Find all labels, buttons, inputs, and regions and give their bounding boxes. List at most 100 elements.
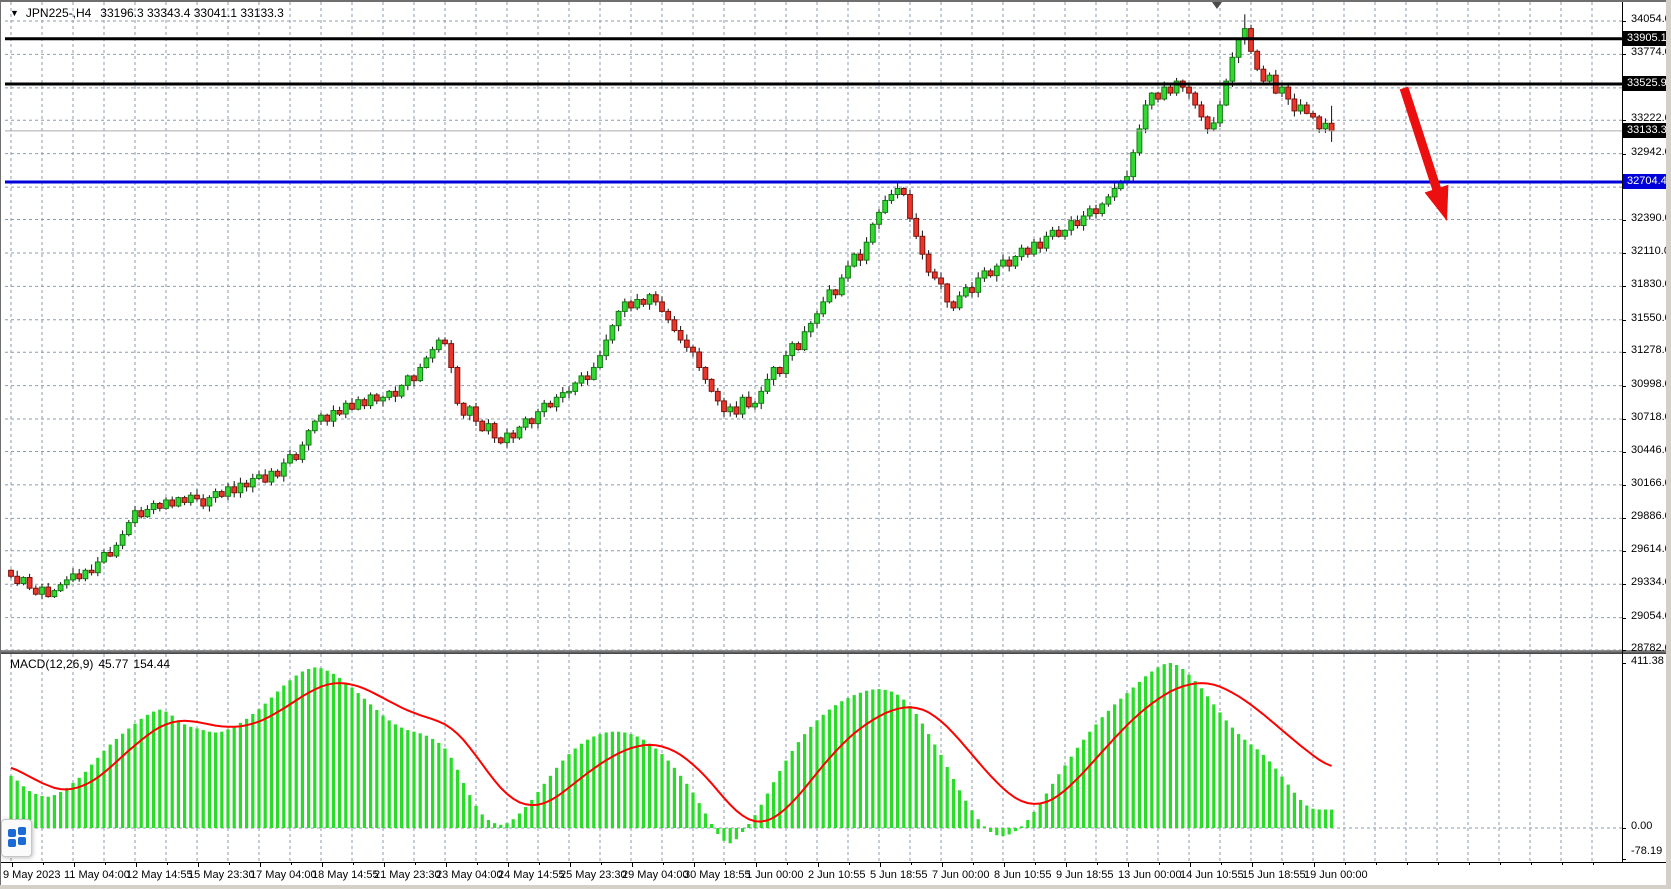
- candle-up: [1322, 122, 1329, 130]
- macd-histogram-bar: [362, 698, 366, 828]
- candle-down: [491, 423, 498, 439]
- candle-down: [652, 294, 659, 303]
- candle-down: [832, 289, 839, 296]
- macd-histogram-bar: [1330, 809, 1334, 828]
- macd-indicator-canvas[interactable]: [5, 654, 1622, 862]
- macd-histogram-bar: [524, 807, 528, 828]
- candle-up: [435, 339, 442, 351]
- time-axis-label: 8 Jun 10:55: [994, 869, 1052, 881]
- time-tick-minor: [229, 863, 230, 865]
- macd-histogram-bar: [840, 701, 844, 828]
- macd-histogram-bar: [945, 767, 949, 828]
- macd-histogram-bar: [1317, 809, 1321, 828]
- time-tick-minor: [973, 863, 974, 865]
- macd-histogram-bar: [772, 782, 776, 828]
- candle-up: [70, 573, 76, 581]
- macd-histogram-bar: [902, 699, 906, 828]
- macd-histogram-bar: [889, 691, 893, 828]
- price-tick: [1622, 618, 1626, 619]
- macd-histogram-bar: [1175, 665, 1179, 828]
- time-tick-minor: [1469, 863, 1470, 865]
- time-axis-label: 5 Jun 18:55: [870, 869, 928, 881]
- candle-down: [987, 270, 994, 277]
- macd-histogram-bar: [765, 793, 769, 828]
- candle-up: [485, 423, 492, 432]
- quick-layout-popup[interactable]: [1, 819, 32, 857]
- candle-down: [702, 367, 709, 380]
- time-axis-label: 25 May 23:30: [560, 869, 627, 881]
- trend-arrow-shaft[interactable]: [1399, 86, 1443, 194]
- macd-histogram-bar: [449, 757, 453, 828]
- price-tick: [1622, 253, 1626, 254]
- candle-down: [677, 330, 684, 341]
- candle-up: [249, 478, 256, 488]
- candle-up: [256, 474, 262, 479]
- price-axis[interactable]: 34054.033774.033494.033222.032942.032662…: [1622, 0, 1671, 862]
- candle-down: [361, 399, 368, 407]
- candle-down: [336, 410, 343, 415]
- macd-histogram-bar: [672, 767, 676, 828]
- candle-down: [969, 287, 975, 293]
- candle-up: [1136, 128, 1143, 154]
- price-axis-border: [1622, 2, 1623, 863]
- macd-histogram-bar: [958, 790, 962, 828]
- macd-histogram-bar: [1051, 783, 1055, 828]
- time-axis-label: 15 May 23:30: [188, 869, 255, 881]
- price-axis-label: 29054.0: [1631, 610, 1671, 622]
- candle-up: [597, 355, 603, 369]
- apps-grid-icon: [8, 829, 16, 837]
- macd-histogram-bar: [505, 823, 509, 828]
- macd-tick: [1622, 859, 1626, 860]
- macd-histogram-bar: [1199, 688, 1203, 828]
- time-axis[interactable]: 9 May 2023 11 May 04:00 12 May 14:55 15 May…: [1, 863, 1666, 885]
- macd-histogram-bar: [356, 693, 360, 828]
- candle-down: [181, 497, 188, 503]
- candle-up: [609, 325, 616, 341]
- candle-up: [287, 454, 293, 464]
- time-tick-minor: [1097, 863, 1098, 865]
- macd-histogram-bar: [827, 709, 831, 828]
- price-axis-label: 33222.0: [1631, 112, 1671, 124]
- macd-histogram-bar: [1181, 669, 1185, 828]
- time-tick-minor: [415, 863, 416, 865]
- macd-histogram-bar: [468, 795, 472, 828]
- macd-histogram-bar: [1224, 720, 1228, 828]
- macd-histogram-bar: [1162, 664, 1166, 828]
- pane-splitter[interactable]: [1, 650, 1666, 654]
- candle-up: [51, 590, 58, 598]
- macd-histogram-bar: [796, 742, 800, 828]
- time-tick-minor: [849, 863, 850, 865]
- candle-down: [938, 277, 944, 285]
- macd-histogram-bar: [412, 731, 416, 828]
- macd-histogram-bar: [1020, 826, 1024, 828]
- macd-histogram-bar: [629, 734, 633, 828]
- macd-histogram-bar: [803, 734, 807, 828]
- candle-down: [231, 486, 238, 494]
- macd-histogram-bar: [1088, 731, 1092, 828]
- main-chart-canvas[interactable]: [5, 2, 1622, 651]
- candle-up: [1012, 256, 1019, 267]
- time-tick-minor: [1221, 863, 1222, 865]
- macd-tick: [1622, 663, 1626, 664]
- candle-down: [194, 494, 200, 500]
- symbol-dropdown-icon[interactable]: ▼: [10, 8, 19, 18]
- candle-down: [900, 188, 907, 195]
- candle-up: [876, 211, 882, 225]
- trend-arrow-head[interactable]: [1424, 184, 1449, 221]
- price-axis-label: 31550.0: [1631, 312, 1671, 324]
- candle-up: [175, 497, 182, 507]
- macd-histogram-bar: [34, 793, 38, 828]
- macd-histogram-bar: [257, 709, 261, 828]
- candle-up: [801, 331, 808, 351]
- price-tick: [1622, 286, 1626, 287]
- candle-up: [1173, 80, 1180, 94]
- macd-histogram-bar: [1193, 681, 1197, 828]
- candle-down: [1285, 86, 1292, 100]
- macd-histogram-bar: [741, 828, 745, 832]
- price-axis-label: 32110.0: [1631, 245, 1670, 257]
- candle-up: [572, 382, 579, 392]
- macd-histogram-bar: [586, 739, 590, 828]
- resistance-badge-33525: 33525.9: [1623, 76, 1668, 91]
- chart-shift-marker-icon[interactable]: [1212, 2, 1222, 9]
- candle-down: [218, 491, 225, 497]
